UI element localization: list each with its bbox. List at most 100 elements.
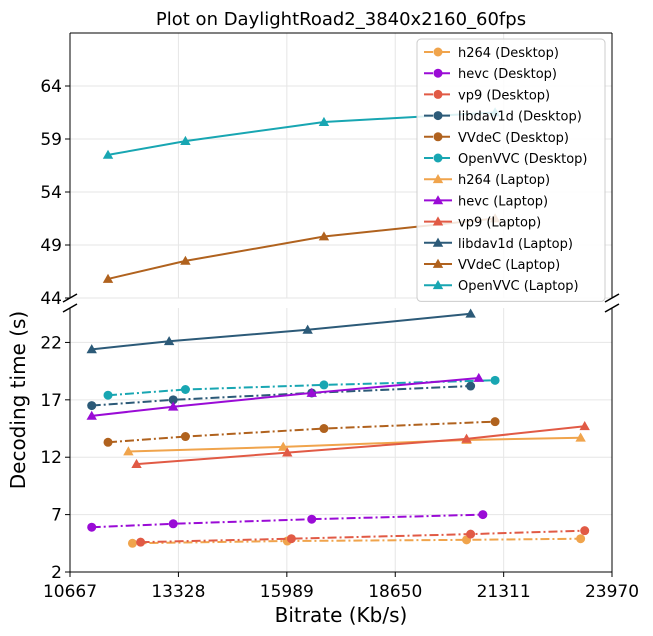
data-point: [433, 89, 443, 99]
y-tick-label: 44: [40, 289, 62, 309]
series-line: [107, 217, 496, 280]
data-point: [490, 417, 500, 427]
data-point: [286, 534, 296, 544]
legend-label: hevc (Desktop): [458, 67, 557, 82]
y-tick-label: 59: [40, 130, 62, 150]
data-point: [319, 424, 329, 434]
data-point: [433, 132, 443, 142]
axis-break-mark: [62, 293, 78, 303]
data-point: [180, 384, 190, 394]
data-point: [102, 273, 114, 283]
data-point: [163, 336, 175, 346]
legend-item: VVdeC (Laptop): [424, 258, 560, 273]
data-point: [473, 372, 484, 382]
y-tick-label: 54: [40, 183, 62, 203]
axis-break-mark: [62, 303, 78, 313]
data-point: [307, 514, 317, 524]
legend-label: h264 (Desktop): [458, 46, 559, 61]
x-tick-label: 21311: [477, 582, 531, 602]
data-point: [432, 216, 444, 226]
y-tick-label: 7: [51, 506, 62, 526]
data-point: [102, 149, 114, 159]
data-point: [180, 255, 191, 265]
legend-item: OpenVVC (Desktop): [424, 152, 587, 167]
data-point: [575, 432, 586, 442]
y-tick-label: 2: [51, 563, 62, 583]
data-point: [168, 401, 179, 411]
x-axis-label: Bitrate (Kb/s): [275, 603, 408, 627]
legend-label: vp9 (Laptop): [458, 216, 541, 231]
data-point: [86, 410, 97, 420]
series-line: [128, 436, 581, 453]
legend-label: VVdeC (Desktop): [458, 131, 569, 146]
x-axis-ticks: 10667 13328 15989 18650 21311 23970: [43, 572, 639, 602]
data-point: [168, 519, 178, 529]
data-point: [302, 324, 313, 334]
data-point: [433, 111, 443, 121]
legend-item: vp9 (Laptop): [424, 216, 541, 231]
y-tick-label: 64: [40, 77, 62, 97]
data-point: [127, 538, 137, 548]
legend: h264 (Desktop) hevc (Desktop) vp9 (Desktop…: [416, 38, 606, 302]
data-point: [318, 231, 330, 241]
legend-label: h264 (Laptop): [458, 173, 550, 188]
x-tick-label: 13328: [151, 582, 205, 602]
data-point: [490, 375, 500, 385]
y-tick-label: 12: [40, 448, 62, 468]
series-h264-laptop: [123, 432, 586, 456]
series-vp9-desktop: [136, 526, 590, 547]
series-hevc-laptop: [86, 372, 484, 420]
data-point: [579, 421, 590, 431]
series-line: [91, 513, 483, 529]
series-line: [91, 377, 479, 417]
legend-box: [416, 38, 606, 302]
data-point: [278, 441, 289, 451]
data-point: [123, 446, 134, 456]
legend-item: h264 (Desktop): [424, 46, 559, 61]
data-point: [282, 447, 293, 457]
data-point: [180, 135, 191, 146]
data-point: [319, 380, 329, 390]
series-hevc-desktop: [87, 510, 488, 532]
data-point: [87, 401, 97, 411]
x-tick-label: 15989: [260, 582, 314, 602]
chart-title: Plot on DaylightRoad2_3840x2160_60fps: [156, 9, 526, 30]
legend-label: VVdeC (Laptop): [458, 258, 560, 273]
data-point: [433, 47, 443, 57]
data-point: [168, 395, 178, 405]
data-point: [87, 522, 97, 532]
data-point: [306, 387, 317, 397]
data-point: [432, 258, 444, 268]
legend-item: hevc (Laptop): [424, 194, 548, 209]
series-libdav1d-laptop: [86, 308, 476, 354]
data-point: [433, 153, 443, 163]
x-tick-label: 18650: [368, 582, 422, 602]
axis-break-mark: [604, 293, 620, 303]
data-point: [461, 433, 472, 443]
data-point: [432, 195, 444, 205]
series-vvdec-desktop: [103, 417, 500, 447]
data-point: [466, 381, 476, 391]
series-line: [91, 312, 471, 351]
series-line: [107, 111, 496, 156]
series-line: [91, 385, 471, 407]
data-point: [432, 237, 444, 247]
series-openvvc-desktop: [103, 375, 500, 400]
data-point: [466, 529, 476, 539]
data-point: [433, 68, 443, 78]
data-point: [180, 432, 190, 442]
series-line: [132, 537, 581, 545]
legend-item: vp9 (Desktop): [424, 88, 550, 103]
y-axis-label: Decoding time (s): [6, 311, 30, 490]
legend-item: h264 (Laptop): [424, 173, 550, 188]
legend-label: libdav1d (Desktop): [458, 110, 582, 125]
legend-item: hevc (Desktop): [424, 67, 557, 82]
series-line: [107, 420, 496, 444]
series-line: [140, 529, 585, 544]
data-point: [576, 534, 586, 544]
data-point: [136, 537, 146, 547]
axis-break-marks: [62, 293, 620, 313]
legend-label: OpenVVC (Desktop): [458, 152, 587, 167]
legend-label: OpenVVC (Laptop): [458, 279, 579, 294]
